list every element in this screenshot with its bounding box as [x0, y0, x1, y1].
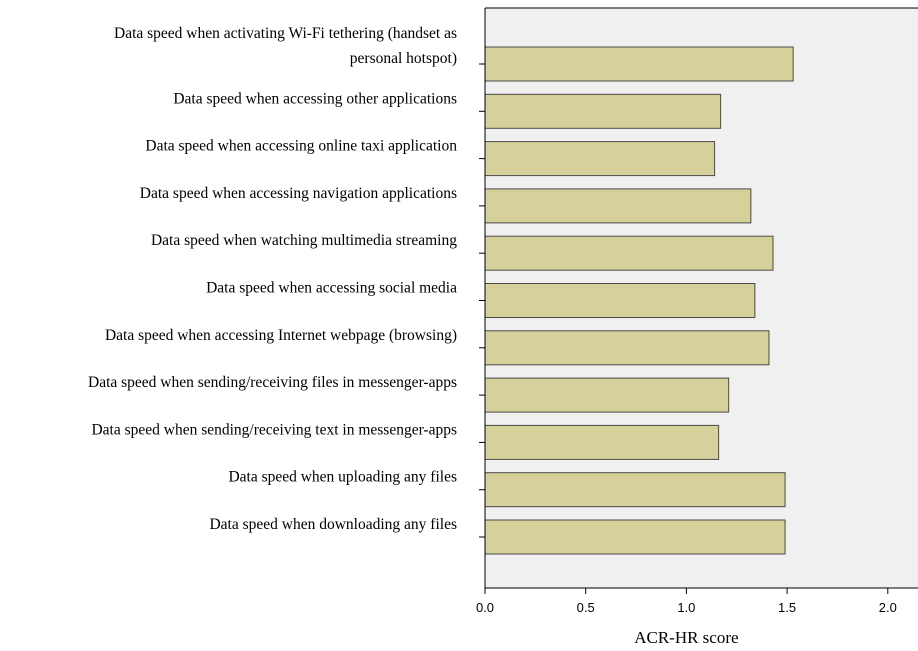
y-tick-label-3: Data speed when accessing navigation app…	[140, 185, 457, 202]
bar-9	[484, 472, 786, 508]
x-tick-label-4: 2.0	[879, 600, 897, 615]
bar-3	[484, 188, 752, 224]
bar-4	[484, 235, 774, 271]
bar-8	[484, 424, 720, 460]
bar-1	[484, 93, 722, 129]
bar-10	[484, 519, 786, 555]
bar-2	[484, 141, 716, 177]
y-tick-label-10: Data speed when downloading any files	[209, 516, 457, 533]
y-tick-label-6: Data speed when accessing Internet webpa…	[105, 327, 457, 344]
y-tick-label-8: Data speed when sending/receiving text i…	[91, 421, 457, 438]
x-tick-label-3: 1.5	[778, 600, 796, 615]
bar-0	[484, 46, 794, 82]
x-tick-label-2: 1.0	[677, 600, 695, 615]
y-tick-label-9: Data speed when uploading any files	[228, 469, 457, 486]
x-ticks-group: 0.0 0.5 1.0 1.5 2.0	[476, 588, 897, 615]
x-axis-title: ACR-HR score	[634, 628, 738, 647]
bar-5	[484, 283, 756, 318]
x-tick-label-1: 0.5	[577, 600, 595, 615]
y-tick-label-2: Data speed when accessing online taxi ap…	[145, 138, 457, 155]
y-tick-label-4: Data speed when watching multimedia stre…	[151, 232, 457, 249]
y-tick-label-7: Data speed when sending/receiving files …	[88, 374, 457, 391]
y-tick-label-5: Data speed when accessing social media	[206, 280, 457, 297]
y-ticks-group: Data speed when activating Wi-Fi tetheri…	[88, 25, 485, 538]
y-tick-label-1: Data speed when accessing other applicat…	[173, 90, 457, 107]
x-tick-label-0: 0.0	[476, 600, 494, 615]
bars-group	[484, 46, 794, 555]
bar-7	[484, 377, 730, 413]
y-tick-label-0-line-0: Data speed when activating Wi-Fi tetheri…	[114, 25, 457, 42]
bar-6	[484, 330, 770, 366]
y-tick-label-0-line-1: personal hotspot)	[350, 50, 457, 67]
